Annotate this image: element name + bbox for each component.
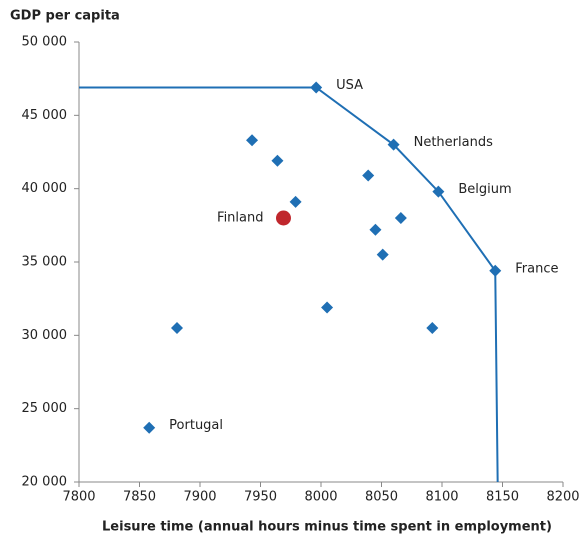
point [271, 154, 284, 167]
x-tick-label: 8050 [365, 490, 398, 505]
point [394, 212, 407, 224]
highlight-label: Finland [217, 211, 263, 226]
point-label: Belgium [458, 182, 511, 197]
point [432, 185, 445, 198]
point [369, 223, 382, 236]
highlight-point [275, 210, 291, 226]
y-tick-label: 40 000 [22, 181, 68, 196]
y-tick-label: 20 000 [22, 475, 68, 490]
y-tick-label: 50 000 [22, 35, 68, 50]
point [289, 195, 302, 208]
point [143, 421, 156, 434]
x-tick-label: 8150 [486, 490, 519, 505]
point [246, 134, 259, 147]
point [489, 264, 502, 277]
x-axis-label: Leisure time (annual hours minus time sp… [102, 520, 552, 535]
point [376, 248, 389, 261]
x-tick-label: 7850 [123, 490, 156, 505]
y-tick-label: 45 000 [22, 108, 68, 123]
x-tick-label: 7900 [183, 490, 216, 505]
point [321, 301, 334, 314]
x-tick-label: 7800 [62, 490, 95, 505]
x-tick-label: 8200 [546, 490, 579, 505]
chart-title: GDP per capita [10, 9, 120, 24]
point [171, 322, 184, 334]
frontier-line [79, 86, 499, 483]
point-label: USA [336, 78, 363, 93]
x-tick-label: 8000 [304, 490, 337, 505]
point-label: Portugal [169, 418, 223, 433]
y-tick-label: 35 000 [22, 255, 68, 270]
y-tick-label: 25 000 [22, 401, 68, 416]
x-tick-label: 7950 [244, 490, 277, 505]
point [310, 81, 323, 94]
point [362, 169, 375, 182]
point-label: France [515, 261, 558, 276]
y-tick-label: 30 000 [22, 328, 68, 343]
point [387, 138, 400, 151]
point-label: Netherlands [414, 135, 493, 150]
point [426, 322, 439, 334]
x-tick-label: 8100 [425, 490, 458, 505]
